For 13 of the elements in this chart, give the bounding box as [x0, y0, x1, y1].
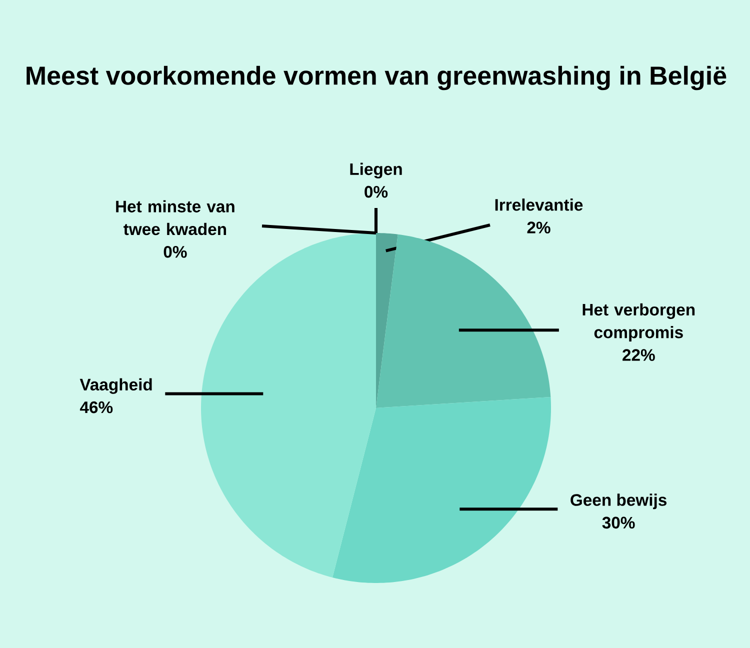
- category-label: Het minste van twee kwaden: [116, 200, 234, 236]
- data-label: 46%: [80, 401, 113, 414]
- text: 0%: [364, 186, 388, 198]
- text: 0%: [164, 246, 187, 258]
- slice-label: Irrelevantie: [495, 198, 583, 211]
- slice-label: Geen bewijs: [570, 494, 667, 510]
- category-label: Liegen: [350, 162, 402, 178]
- data-label: 22%: [622, 349, 655, 361]
- chart-title: Meest voorkomende vormen van greenwashing in België: [26, 66, 726, 90]
- slice-label: Vaagheid: [80, 378, 152, 394]
- slice-label: Het verborgen compromis: [582, 303, 695, 342]
- data-label: 2%: [527, 222, 550, 234]
- data-label: 30%: [602, 516, 635, 529]
